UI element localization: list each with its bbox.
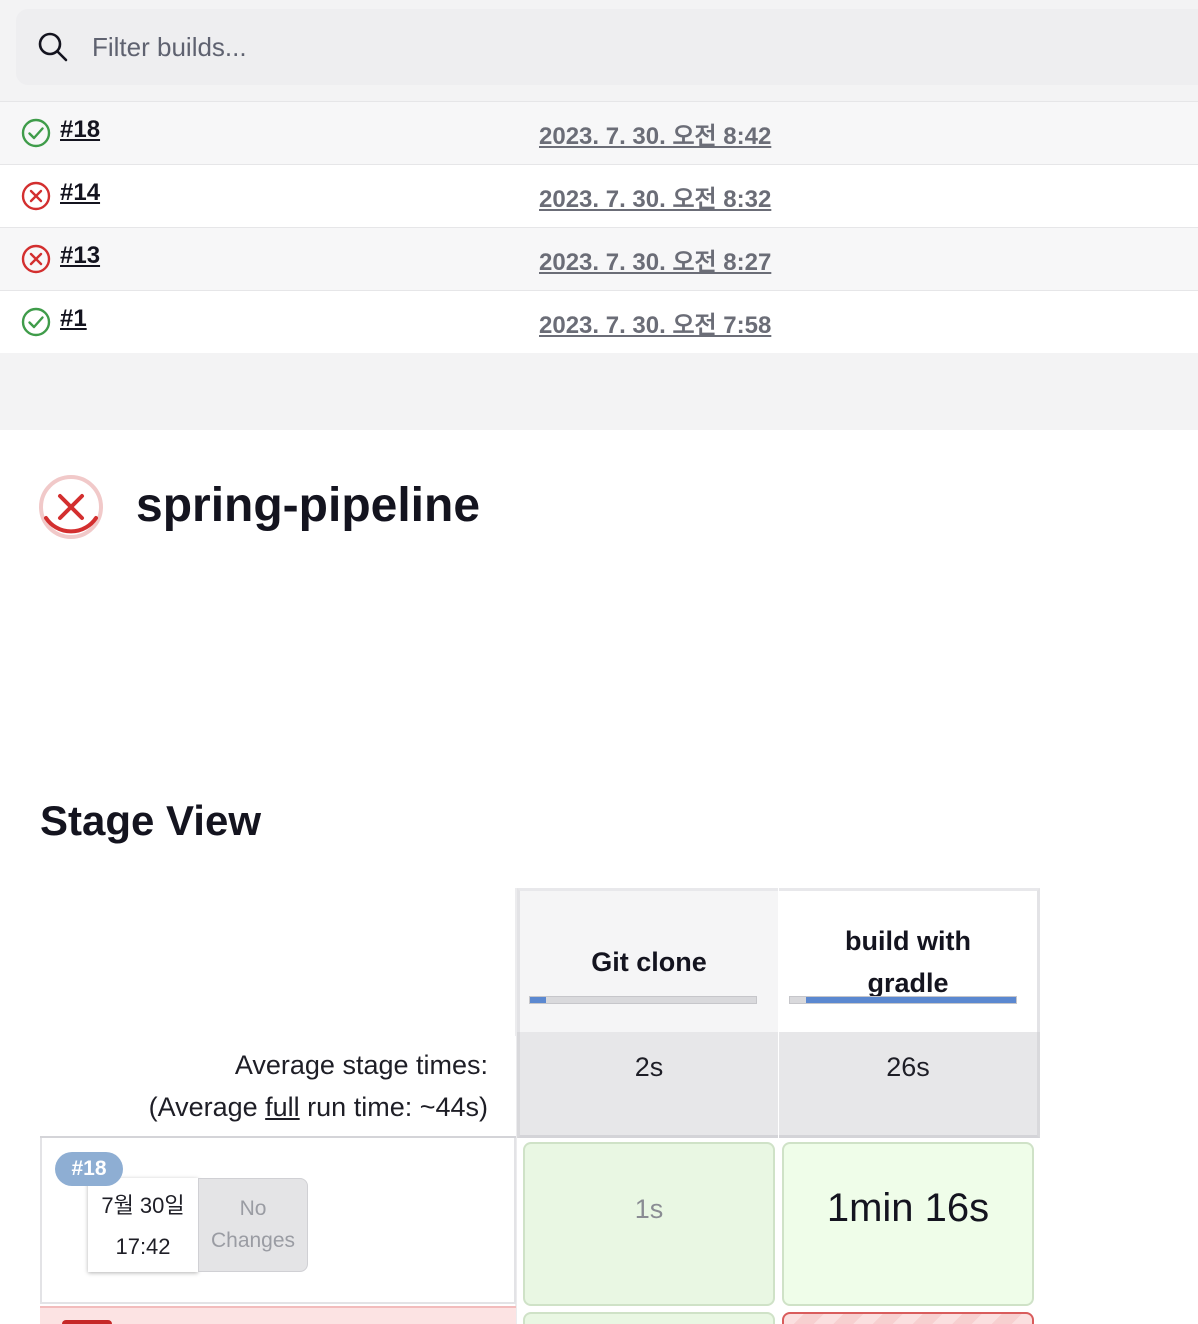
stage-view-title: Stage View: [40, 797, 261, 844]
build-date-link[interactable]: 2023. 7. 30. 오전 8:42: [539, 123, 772, 150]
build-row[interactable]: #13 2023. 7. 30. 오전 8:27: [0, 227, 1198, 290]
row-divider: [40, 1136, 516, 1139]
stage-header-label: build with gradle: [845, 925, 971, 998]
build-number-link[interactable]: #14: [60, 179, 101, 206]
build-date-link[interactable]: 2023. 7. 30. 오전 7:58: [539, 312, 772, 339]
avg-time-bar: [529, 996, 757, 1004]
failed-cross-icon: [21, 244, 51, 274]
average-times-label: Average stage times: (Average full run t…: [40, 1036, 516, 1138]
full-run-link[interactable]: full: [265, 1092, 300, 1122]
avg-time-bar-fill: [530, 997, 546, 1003]
run-row: #18 7월 30일 17:42 No Changes: [40, 1138, 516, 1304]
avg-time-bar-fill: [805, 997, 1016, 1003]
stage-header-git-clone: Git clone: [517, 888, 778, 1032]
run-time: 17:42: [115, 1234, 171, 1259]
build-date-link[interactable]: 2023. 7. 30. 오전 8:32: [539, 186, 772, 213]
build-row[interactable]: #14 2023. 7. 30. 오전 8:32: [0, 164, 1198, 227]
average-full-run-time-text: (Average full run time: ~44s): [148, 1092, 488, 1122]
stage-cell-success[interactable]: 1s: [523, 1142, 775, 1306]
success-check-icon: [21, 307, 51, 337]
build-row[interactable]: #1 2023. 7. 30. 오전 7:58: [0, 290, 1198, 353]
success-check-icon: [21, 118, 51, 148]
build-date-link[interactable]: 2023. 7. 30. 오전 8:27: [539, 249, 772, 276]
stage-header-label: Git clone: [591, 946, 707, 977]
build-row[interactable]: #18 2023. 7. 30. 오전 8:42: [0, 101, 1198, 164]
failed-run-row: [40, 1306, 516, 1324]
build-history-panel: #18 2023. 7. 30. 오전 8:42 #14 2023. 7. 30…: [0, 0, 1198, 430]
page-title: spring-pipeline: [136, 479, 481, 532]
search-icon: [38, 32, 68, 62]
run-date-card[interactable]: 7월 30일 17:42: [88, 1178, 198, 1272]
run-number-badge[interactable]: [62, 1320, 112, 1324]
build-number-link[interactable]: #1: [60, 305, 87, 332]
avg-time-cell-build-with-gradle: 26s: [779, 1032, 1040, 1138]
stage-duration: 1s: [634, 1194, 664, 1224]
run-date: 7월 30일: [101, 1193, 185, 1218]
avg-time-value: 2s: [634, 1052, 664, 1082]
build-number-link[interactable]: #13: [60, 242, 101, 269]
stage-header-build-with-gradle: build with gradle: [779, 888, 1040, 1032]
average-stage-times-text: Average stage times:: [234, 1050, 488, 1080]
job-failed-icon: [39, 475, 103, 539]
avg-time-value: 26s: [886, 1052, 930, 1082]
column-divider: [515, 888, 517, 1324]
stage-cell-success[interactable]: 1min 16s: [782, 1142, 1034, 1306]
filter-builds-input[interactable]: [92, 24, 792, 70]
avg-time-cell-git-clone: 2s: [517, 1032, 778, 1138]
stage-cell-success[interactable]: [523, 1312, 775, 1324]
avg-time-bar: [789, 996, 1017, 1004]
stage-cell-failed[interactable]: [782, 1312, 1034, 1324]
build-list: #18 2023. 7. 30. 오전 8:42 #14 2023. 7. 30…: [0, 101, 1198, 353]
failed-cross-icon: [21, 181, 51, 211]
stage-view-table: Git clone build with gradle Average stag…: [40, 888, 1040, 1324]
stage-duration: 1min 16s: [826, 1186, 990, 1230]
no-changes-box: No Changes: [198, 1178, 308, 1272]
build-number-link[interactable]: #18: [60, 116, 101, 143]
run-number-badge[interactable]: #18: [55, 1152, 123, 1186]
